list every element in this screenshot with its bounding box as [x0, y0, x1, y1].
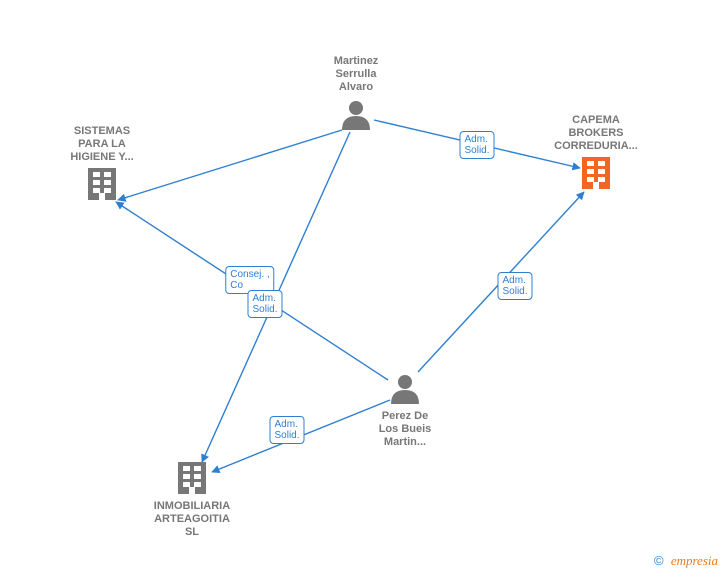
brand-name: empresia [671, 553, 718, 568]
company-icon[interactable] [178, 462, 206, 494]
diagram-canvas [0, 0, 728, 575]
copyright-symbol: © [654, 553, 664, 568]
person-icon[interactable] [342, 101, 370, 130]
edge-label-perez-sistemas: Adm. Solid. [247, 290, 282, 318]
person-icon[interactable] [391, 375, 419, 404]
watermark: © empresia [654, 553, 718, 569]
edge-martinez-sistemas [118, 130, 342, 200]
edge-label-perez-inmobiliaria: Adm. Solid. [269, 416, 304, 444]
company-icon[interactable] [582, 157, 610, 189]
edge-label-perez-capema: Adm. Solid. [497, 272, 532, 300]
edge-label-martinez-capema: Adm. Solid. [459, 131, 494, 159]
company-icon[interactable] [88, 168, 116, 200]
